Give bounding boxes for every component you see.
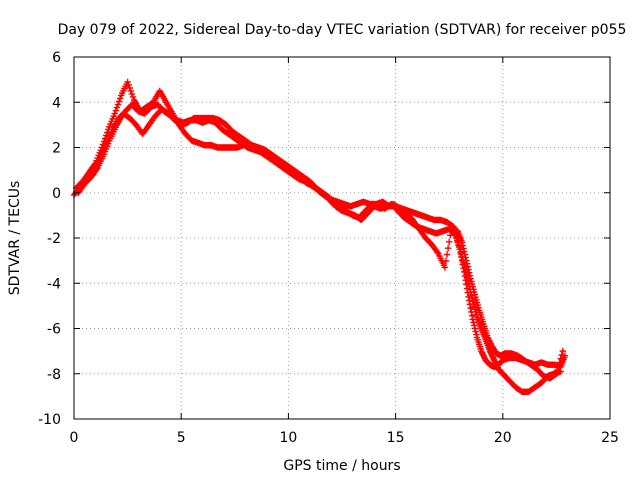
- data-point: [556, 359, 563, 366]
- y-tick-label: 4: [52, 95, 61, 111]
- y-tick-label: 2: [52, 141, 61, 157]
- data-point: [467, 304, 474, 312]
- data-point: [468, 292, 475, 299]
- tick-layer: 0 5 10 15 20 25 -10 -8 -6 -4 -2 0 2 4 6: [38, 50, 619, 446]
- data-point: [561, 352, 569, 359]
- data-point: [468, 295, 476, 302]
- x-tick-label: 25: [601, 430, 619, 446]
- data-point: [559, 347, 567, 355]
- data-point: [112, 107, 120, 114]
- chart-title: Day 079 of 2022, Sidereal Day-to-day VTE…: [58, 22, 627, 38]
- y-tick-label: -6: [47, 322, 61, 338]
- y-tick-label: -2: [47, 231, 61, 247]
- data-point: [444, 244, 452, 252]
- data-point: [98, 144, 106, 151]
- data-point: [129, 93, 137, 101]
- data-point: [552, 371, 559, 378]
- data-point: [446, 238, 453, 245]
- data-point: [458, 239, 466, 246]
- data-point: [447, 232, 454, 239]
- x-tick-label: 5: [177, 430, 186, 446]
- data-point: [104, 129, 111, 136]
- data-point: [102, 132, 110, 139]
- data-point: [557, 355, 564, 362]
- data-point: [125, 81, 132, 89]
- y-axis-title: SDTVAR / TECUs: [7, 181, 23, 296]
- grid-layer: [74, 57, 610, 419]
- data-point: [459, 242, 466, 249]
- data-point: [116, 95, 124, 102]
- data-point: [113, 104, 121, 111]
- data-point: [465, 266, 472, 273]
- y-tick-label: -10: [38, 412, 61, 428]
- data-point: [460, 245, 467, 252]
- data-point: [463, 260, 471, 267]
- x-tick-label: 0: [70, 430, 79, 446]
- data-point: [99, 141, 107, 148]
- data-point: [461, 248, 468, 255]
- data-point: [128, 90, 136, 98]
- series-track-main: [70, 101, 569, 371]
- data-point: [473, 331, 480, 338]
- y-tick-label: 0: [52, 186, 61, 202]
- data-point: [115, 98, 123, 105]
- data-point: [553, 370, 560, 377]
- data-point: [111, 110, 118, 117]
- data-point: [442, 257, 450, 265]
- y-tick-label: -4: [47, 276, 61, 292]
- data-point: [471, 322, 478, 329]
- x-tick-label: 15: [387, 430, 405, 446]
- x-tick-label: 10: [279, 430, 297, 446]
- data-point: [462, 254, 469, 261]
- data-point: [461, 251, 469, 258]
- data-point: [470, 319, 477, 326]
- data-point: [463, 257, 470, 264]
- data-point: [124, 78, 131, 86]
- x-axis-title: GPS time / hours: [283, 458, 400, 474]
- y-tick-label: -8: [47, 367, 61, 383]
- data-point: [114, 101, 122, 108]
- data-point: [126, 84, 133, 92]
- x-tick-label: 20: [494, 430, 512, 446]
- data-point: [466, 269, 473, 276]
- y-tick-label: 6: [52, 50, 61, 66]
- data-point: [468, 312, 476, 319]
- series-track-tertiary: [75, 105, 567, 382]
- data-point: [472, 328, 479, 335]
- data-point: [557, 368, 564, 375]
- data-point: [100, 138, 108, 145]
- data-point: [441, 264, 449, 271]
- data-point: [554, 366, 561, 374]
- marker-layer: [70, 78, 569, 396]
- data-point: [466, 272, 474, 279]
- data-point: [555, 363, 562, 370]
- data-point: [443, 251, 451, 258]
- data-point: [127, 87, 135, 95]
- data-point: [464, 263, 471, 270]
- data-point: [101, 135, 109, 142]
- data-point: [558, 351, 565, 359]
- data-point: [471, 325, 479, 332]
